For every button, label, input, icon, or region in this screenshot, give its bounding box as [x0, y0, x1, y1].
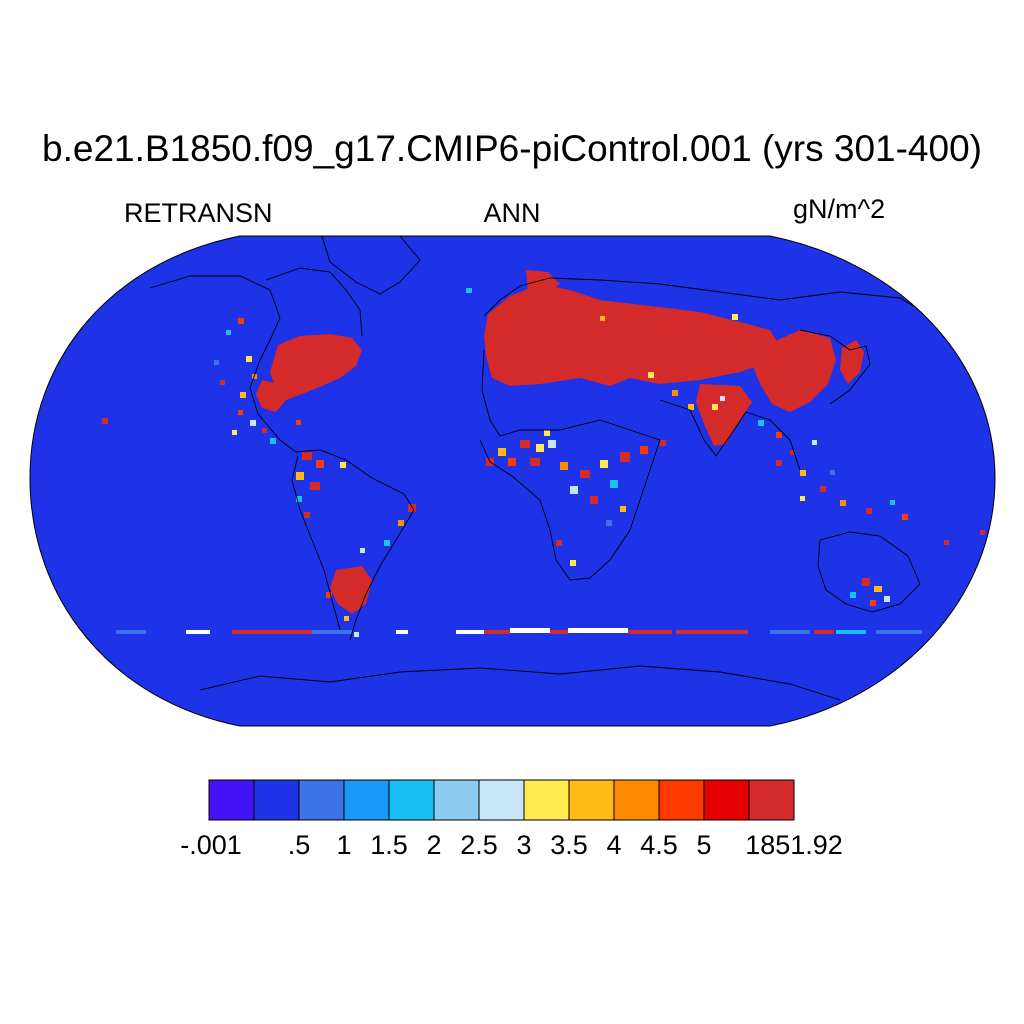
colorbar-swatch: [478, 779, 525, 821]
colorbar-swatch: [343, 779, 390, 821]
north-america-region: [256, 334, 362, 412]
colorbar-swatch: [298, 779, 345, 821]
colorbar-swatch: [568, 779, 615, 821]
colorbar-swatch: [658, 779, 705, 821]
colorbar-tick-label: -.001: [180, 830, 242, 860]
colorbar-tick-label: 4.5: [640, 830, 678, 860]
colorbar-tick-label: 2: [426, 830, 442, 860]
colorbar-swatch: [208, 779, 255, 821]
colorbar-tick-label: 3.5: [550, 830, 588, 860]
map-border: [29, 235, 996, 727]
colorbar-tick-label: 1851.92: [745, 830, 843, 860]
colorbar-tick-label: 3: [516, 830, 532, 860]
colorbar-swatch: [748, 779, 795, 821]
variable-label: RETRANSN: [124, 198, 273, 228]
eurasia-mixed: [466, 288, 985, 545]
colorbar-tick-label: 1.5: [370, 830, 408, 860]
colorbar-swatch: [433, 779, 480, 821]
south-america-region: [296, 452, 416, 637]
colorbar-tick-label: 2.5: [460, 830, 498, 860]
units-label: gN/m^2: [793, 194, 886, 224]
colorbar: [208, 779, 795, 821]
colorbar-swatch: [253, 779, 300, 821]
colorbar-labels: -.001 .5 1 1.5 2 2.5 3 3.5 4 4.5 5 1851.92: [0, 830, 1024, 870]
colorbar-swatch: [703, 779, 750, 821]
colorbar-tick-label: 1: [336, 830, 352, 860]
southern-band: [116, 628, 922, 634]
coastlines: [149, 236, 931, 701]
season-label: ANN: [483, 198, 541, 228]
australia-region: [850, 578, 890, 606]
colorbar-tick-label: 4: [606, 830, 622, 860]
colorbar-swatch: [613, 779, 660, 821]
plot-title: b.e21.B1850.f09_g17.CMIP6-piControl.001 …: [42, 128, 982, 169]
eurasia-region: [484, 270, 864, 446]
colorbar-tick-label: 5: [696, 830, 712, 860]
colorbar-swatch: [388, 779, 435, 821]
colorbar-swatch: [523, 779, 570, 821]
colorbar-tick-label: .5: [287, 830, 311, 860]
